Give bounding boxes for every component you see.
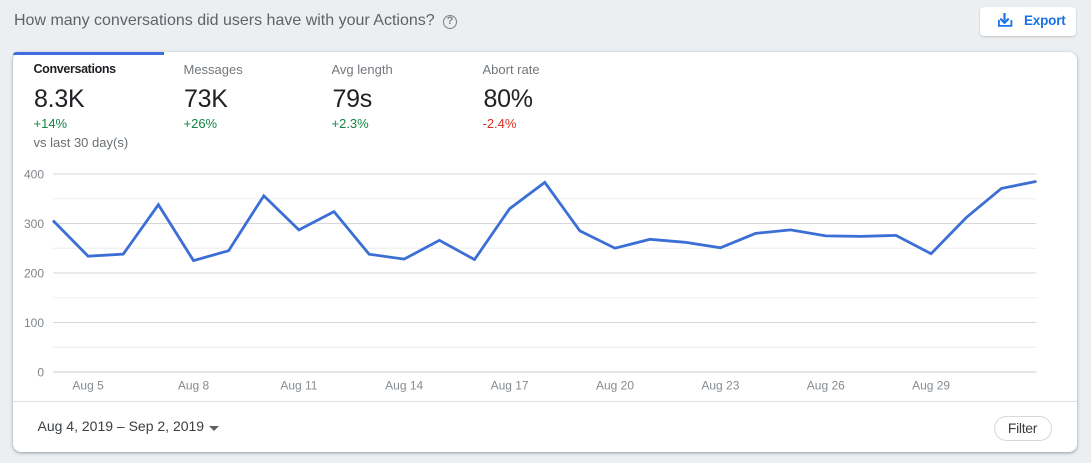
- svg-text:Aug 29: Aug 29: [912, 379, 950, 393]
- svg-text:200: 200: [24, 267, 44, 281]
- svg-text:0: 0: [37, 366, 44, 380]
- svg-text:Aug 23: Aug 23: [701, 379, 739, 393]
- svg-text:300: 300: [24, 217, 44, 231]
- svg-text:Aug 14: Aug 14: [385, 379, 423, 393]
- svg-text:Aug 26: Aug 26: [807, 379, 845, 393]
- svg-text:Aug 17: Aug 17: [491, 379, 529, 393]
- svg-text:Aug 11: Aug 11: [280, 379, 317, 393]
- svg-text:Aug 20: Aug 20: [596, 379, 634, 393]
- svg-text:Aug 5: Aug 5: [72, 379, 104, 393]
- svg-text:400: 400: [24, 168, 44, 182]
- svg-text:Aug 8: Aug 8: [178, 379, 210, 393]
- svg-text:100: 100: [24, 316, 44, 330]
